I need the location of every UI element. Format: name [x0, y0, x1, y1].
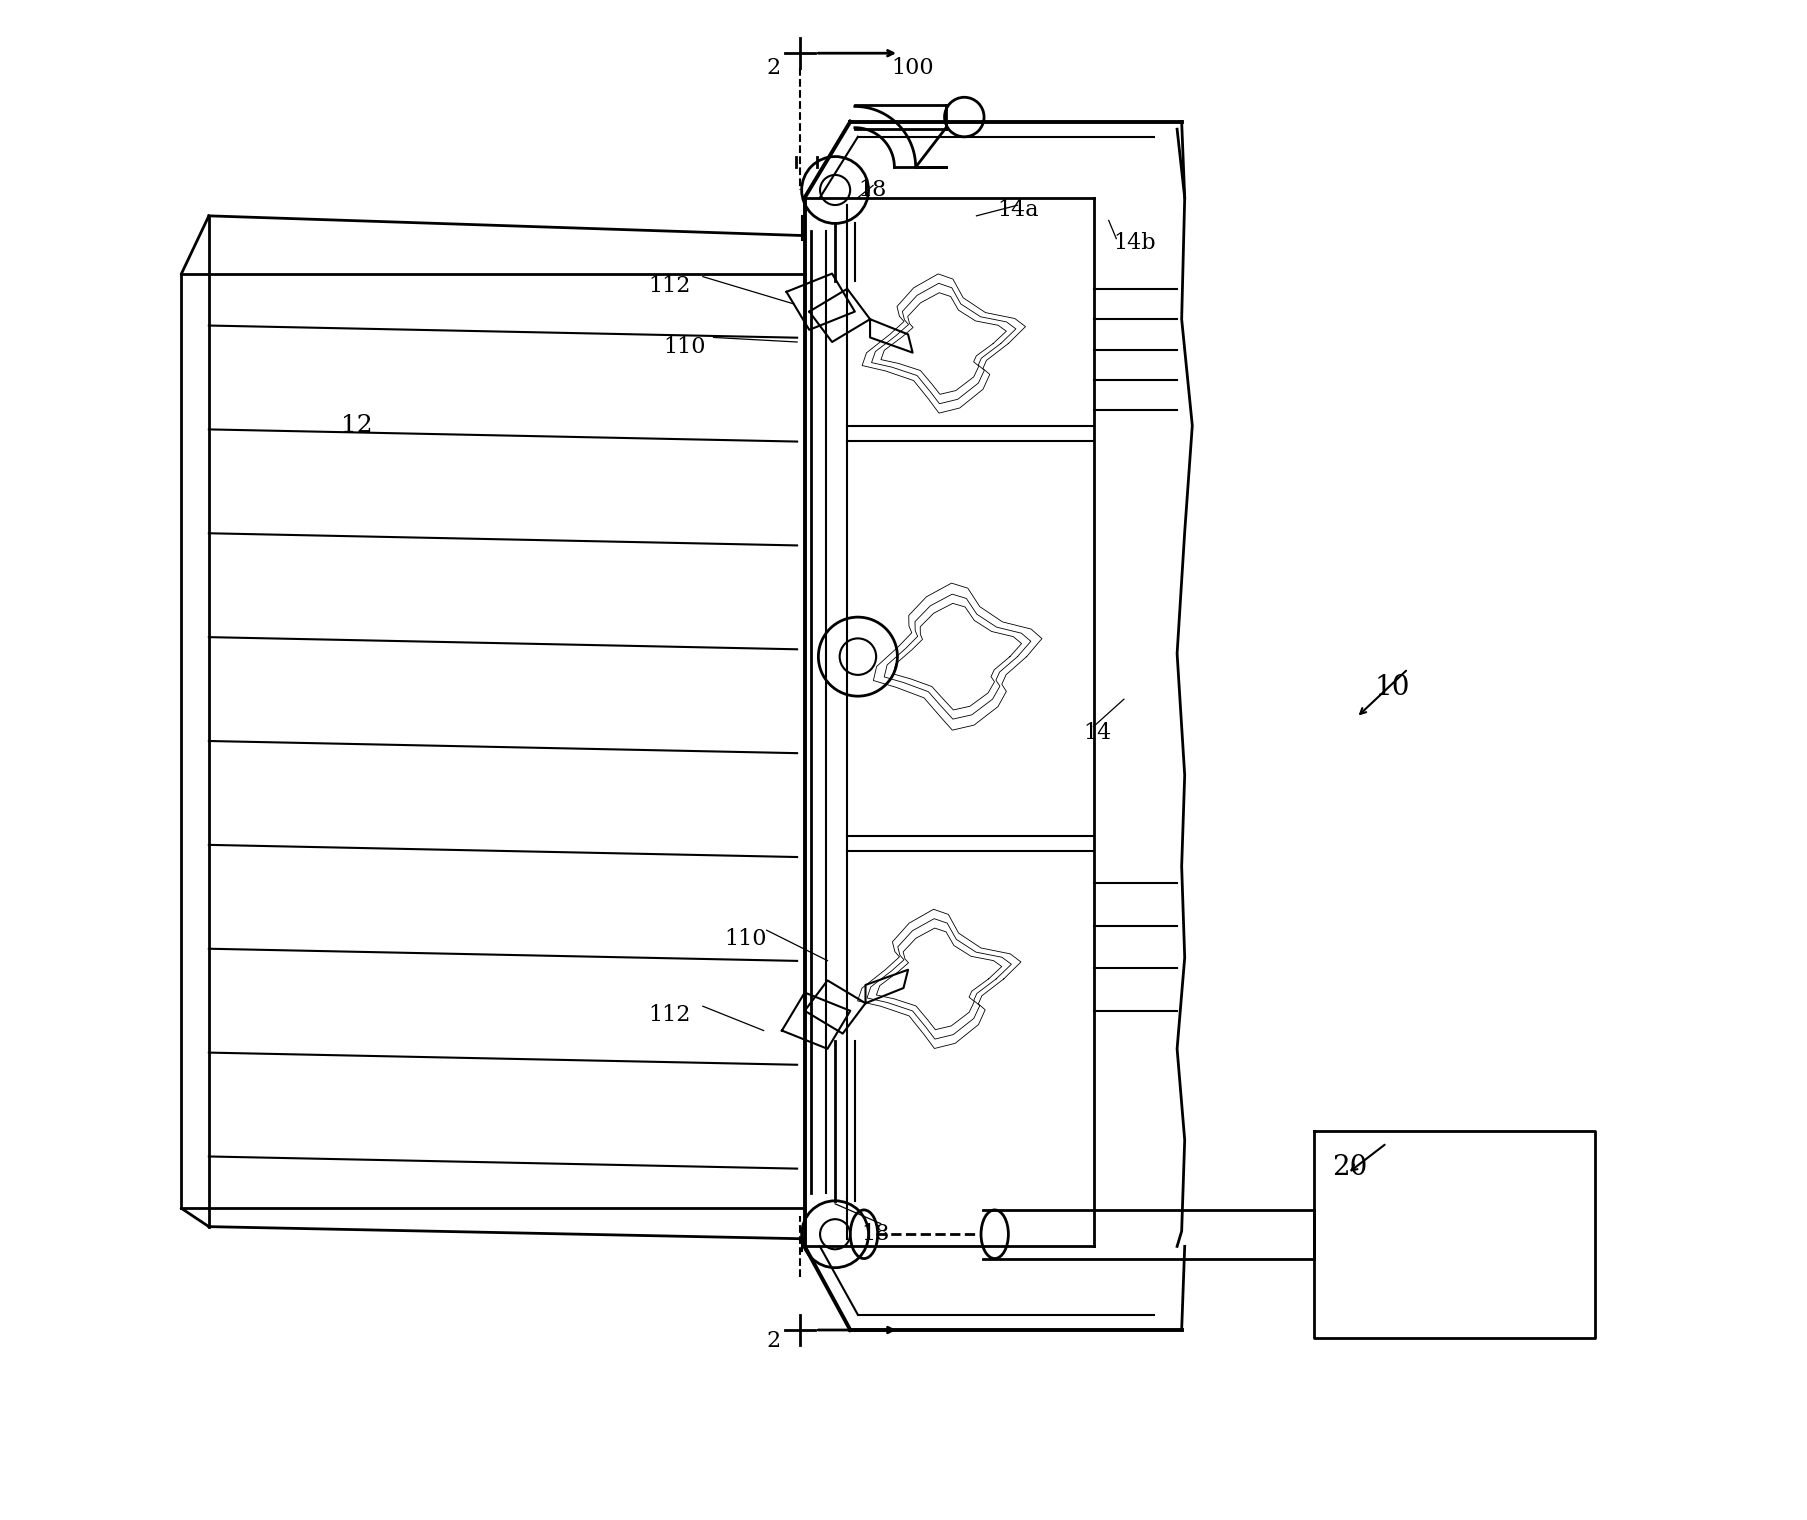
Text: 18: 18 — [860, 1224, 889, 1245]
Text: 20: 20 — [1332, 1154, 1368, 1181]
Text: 14b: 14b — [1113, 233, 1156, 254]
Text: 110: 110 — [725, 929, 766, 950]
Text: 2: 2 — [766, 58, 781, 79]
Text: 110: 110 — [663, 336, 707, 357]
Text: 112: 112 — [649, 275, 690, 296]
Text: 2: 2 — [766, 1330, 781, 1351]
Text: 14: 14 — [1082, 722, 1111, 743]
Text: 100: 100 — [891, 58, 934, 79]
Text: 112: 112 — [649, 1005, 690, 1026]
Text: 18: 18 — [858, 179, 885, 201]
Text: 10: 10 — [1375, 673, 1409, 701]
Text: 14a: 14a — [997, 199, 1039, 220]
Text: 12: 12 — [342, 413, 372, 438]
